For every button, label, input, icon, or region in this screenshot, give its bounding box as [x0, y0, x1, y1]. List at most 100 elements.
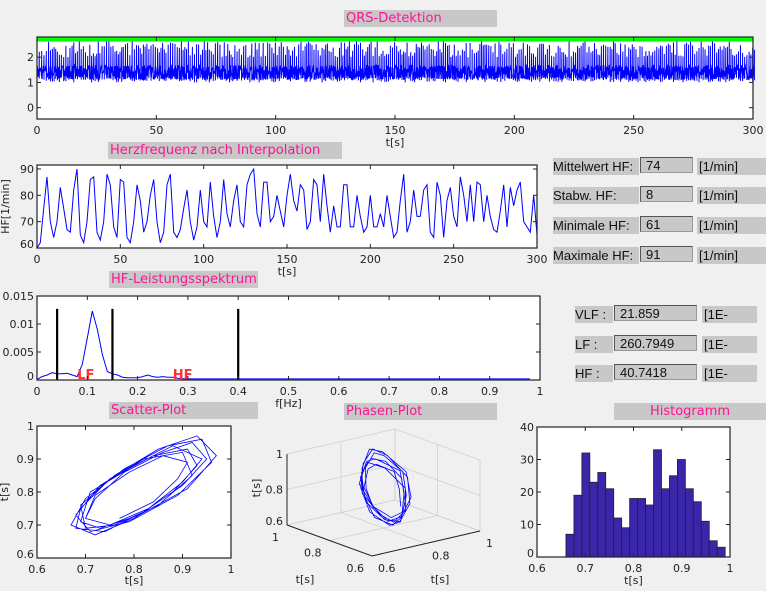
- y-tick-label: 0.6: [17, 548, 35, 561]
- y-tick-label: 0.6: [347, 562, 365, 575]
- x-tick-label: 100: [193, 253, 214, 266]
- x-tick-label: 0.8: [125, 563, 143, 576]
- histogram-bar: [613, 517, 623, 558]
- x-tick-label: 150: [385, 124, 406, 137]
- hr-y-axis-label: HF[1/min]: [0, 179, 12, 234]
- hr-plot-area: [37, 165, 537, 248]
- phase-title: Phasen-Plot: [344, 403, 497, 420]
- x-tick-label: 200: [504, 124, 525, 137]
- y-tick-label: 0: [27, 102, 34, 115]
- stat-unit: [1/min]: [697, 187, 766, 204]
- band-value-field[interactable]: 260.7949: [614, 335, 697, 351]
- y-tick-label: 80: [20, 189, 34, 202]
- stat-label: Maximale HF:: [553, 247, 639, 264]
- spectrum-plot-area: [37, 296, 540, 380]
- y-tick-label: 0: [527, 547, 534, 560]
- stat-value-field[interactable]: 91: [640, 246, 693, 262]
- histogram-bar: [716, 546, 726, 558]
- histogram-bar: [605, 488, 615, 558]
- x-tick-label: 1: [727, 562, 734, 575]
- x-tick-label: 1: [537, 385, 544, 398]
- x-tick-label: 0.8: [432, 550, 450, 563]
- spectrum-title: HF-Leistungsspektrum: [109, 271, 258, 288]
- stat-label: Stabw. HF:: [553, 187, 639, 204]
- y-tick-label: 20: [520, 486, 534, 499]
- histogram-bar: [637, 498, 646, 558]
- histogram-bar: [621, 527, 631, 558]
- x-tick-label: 0.8: [431, 385, 449, 398]
- y-tick-label: 0.7: [17, 519, 35, 532]
- x-tick-label: 0.9: [673, 562, 691, 575]
- y-tick-label: 10: [520, 519, 534, 532]
- scatter-x-axis-label: t[s]: [125, 574, 144, 587]
- x-tick-label: 0.6: [378, 562, 396, 575]
- y-tick-label: 60: [20, 238, 34, 251]
- x-tick-label: 0.5: [280, 385, 298, 398]
- x-tick-label: 50: [149, 124, 163, 137]
- x-tick-label: 0.1: [79, 385, 97, 398]
- y-tick-label: 0.8: [17, 486, 35, 499]
- histogram-bar: [684, 488, 694, 558]
- band-label-hf: HF: [173, 368, 193, 383]
- grid-line: [340, 512, 427, 544]
- histogram-bar: [677, 459, 686, 558]
- x-tick-label: 0.2: [129, 385, 147, 398]
- band-label: LF :: [575, 336, 613, 353]
- band-unit: [1E-: [702, 365, 757, 382]
- x-tick-label: 50: [113, 253, 127, 266]
- y-tick-label: 30: [520, 454, 534, 467]
- phase-z-axis-label: t[s]: [250, 479, 263, 498]
- band-unit: [1E-: [702, 336, 757, 353]
- histogram-bar: [645, 504, 654, 558]
- band-unit: [1E-: [702, 306, 757, 323]
- x-tick-label: 0: [34, 385, 41, 398]
- grid-line: [286, 499, 481, 532]
- x-tick-label: 0.7: [380, 385, 398, 398]
- band-value-field[interactable]: 40.7418: [614, 364, 697, 380]
- histogram-bar: [700, 520, 710, 558]
- stat-value-field[interactable]: 74: [640, 157, 693, 173]
- heart-rate-line: [36, 167, 538, 249]
- z-tick-label: 1: [276, 448, 283, 461]
- band-label: VLF :: [575, 306, 613, 323]
- x-tick-label: 200: [360, 253, 381, 266]
- x-tick-label: 0.6: [528, 562, 546, 575]
- stat-value-field[interactable]: 61: [640, 216, 693, 232]
- x-tick-label: 0.6: [28, 563, 46, 576]
- y-tick-label: 90: [20, 163, 34, 176]
- grid-line: [286, 499, 396, 526]
- stat-unit: [1/min]: [697, 247, 766, 264]
- z-tick-label: 0.8: [266, 484, 284, 497]
- y-tick-label: 0: [27, 370, 34, 383]
- y-tick-label: 1: [27, 76, 34, 89]
- x-tick-label: 100: [265, 124, 286, 137]
- band-label-lf: LF: [77, 368, 94, 383]
- x-tick-label: 0: [34, 253, 41, 266]
- x-tick-label: 0.6: [330, 385, 348, 398]
- band-value-field[interactable]: 21.859: [614, 305, 697, 321]
- hr-title: Herzfrequenz nach Interpolation: [108, 142, 342, 159]
- x-tick-label: 150: [277, 253, 298, 266]
- histogram-bar: [661, 488, 670, 558]
- x-tick-label: 0.7: [77, 563, 95, 576]
- histogram-bar: [589, 481, 599, 558]
- xy-axes: [286, 524, 481, 557]
- y-tick-label: 1: [27, 420, 34, 433]
- grid-line: [286, 464, 481, 496]
- stat-label: Minimale HF:: [553, 217, 639, 234]
- phase-x-axis-label: t[s]: [431, 573, 450, 586]
- stat-unit: [1/min]: [697, 158, 766, 175]
- phase-trajectory-line: [358, 448, 412, 526]
- power-spectrum-line: [36, 310, 530, 380]
- poincare-scatter-line: [70, 435, 217, 536]
- x-tick-label: 0: [34, 124, 41, 137]
- histogram-bar: [597, 472, 607, 558]
- y-tick-label: 0.005: [3, 346, 35, 359]
- x-tick-label: 0.9: [174, 563, 192, 576]
- histogram-bar: [669, 475, 678, 558]
- histogram-bar: [653, 449, 662, 558]
- x-tick-label: 1: [228, 563, 235, 576]
- hr-x-axis-label: t[s]: [278, 265, 297, 278]
- stat-value-field[interactable]: 8: [640, 186, 693, 202]
- qrs-title: QRS-Detektion: [344, 10, 497, 27]
